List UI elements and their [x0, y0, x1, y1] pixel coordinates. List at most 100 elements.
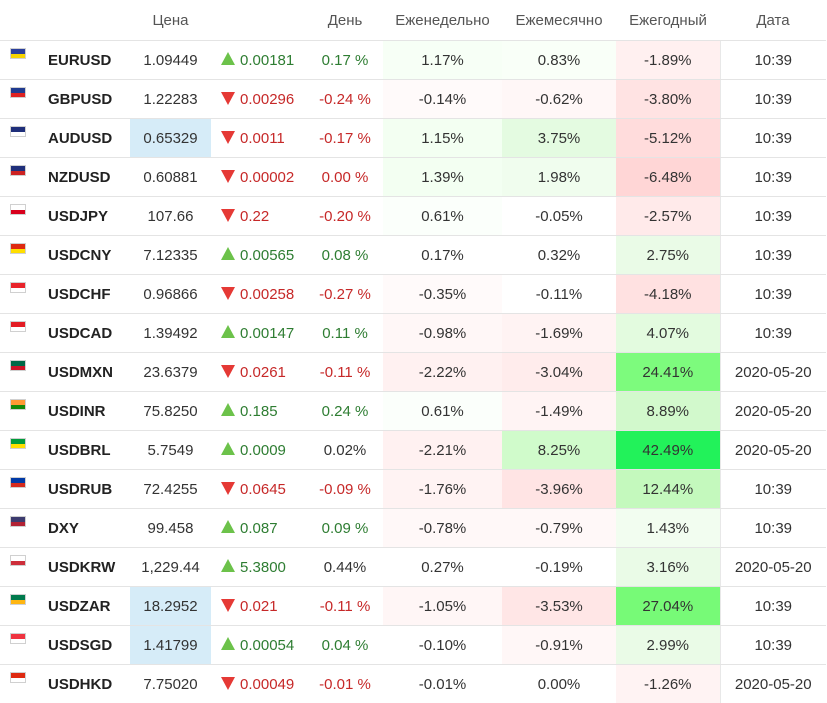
change-cell: 0.021: [211, 587, 307, 626]
symbol-link[interactable]: USDRUB: [39, 470, 130, 509]
cn-flag-icon: [10, 243, 26, 254]
change-cell: 5.3800: [211, 548, 307, 587]
change-value: 0.00147: [240, 325, 294, 342]
date-cell: 10:39: [720, 41, 826, 80]
day-change-cell: 0.08 %: [307, 236, 383, 275]
day-change-cell: -0.17 %: [307, 119, 383, 158]
arrow-down-icon: [221, 287, 235, 300]
weekly-cell: -0.01%: [383, 665, 502, 703]
arrow-down-icon: [221, 209, 235, 222]
change-value: 0.00049: [240, 676, 294, 693]
symbol-link[interactable]: EURUSD: [39, 41, 130, 80]
change-value: 0.021: [240, 598, 278, 615]
weekly-cell: 1.17%: [383, 41, 502, 80]
kr-flag-icon: [10, 555, 26, 566]
header-monthly[interactable]: Ежемесячно: [502, 0, 616, 41]
symbol-link[interactable]: DXY: [39, 509, 130, 548]
flag-cell: [0, 275, 39, 314]
symbol-link[interactable]: USDCHF: [39, 275, 130, 314]
price-cell: 0.96866: [130, 275, 211, 314]
symbol-link[interactable]: AUDUSD: [39, 119, 130, 158]
weekly-cell: -2.22%: [383, 353, 502, 392]
header-price[interactable]: Цена: [130, 0, 211, 41]
weekly-cell: -0.14%: [383, 80, 502, 119]
change-cell: 0.22: [211, 197, 307, 236]
symbol-link[interactable]: GBPUSD: [39, 80, 130, 119]
hk-flag-icon: [10, 672, 26, 683]
header-day[interactable]: День: [307, 0, 383, 41]
monthly-cell: 1.98%: [502, 158, 616, 197]
weekly-cell: 0.17%: [383, 236, 502, 275]
symbol-link[interactable]: USDCAD: [39, 314, 130, 353]
price-cell: 1.22283: [130, 80, 211, 119]
ru-flag-icon: [10, 477, 26, 488]
symbol-link[interactable]: USDKRW: [39, 548, 130, 587]
monthly-cell: -3.04%: [502, 353, 616, 392]
symbol-link[interactable]: USDCNY: [39, 236, 130, 275]
monthly-cell: -0.05%: [502, 197, 616, 236]
weekly-cell: 0.61%: [383, 197, 502, 236]
change-value: 0.00565: [240, 247, 294, 264]
price-cell: 72.4255: [130, 470, 211, 509]
yearly-cell: -6.48%: [616, 158, 720, 197]
day-change-cell: 0.09 %: [307, 509, 383, 548]
flag-cell: [0, 587, 39, 626]
symbol-link[interactable]: USDMXN: [39, 353, 130, 392]
symbol-link[interactable]: USDBRL: [39, 431, 130, 470]
day-change-cell: -0.24 %: [307, 80, 383, 119]
mx-flag-icon: [10, 360, 26, 371]
arrow-down-icon: [221, 170, 235, 183]
price-cell: 107.66: [130, 197, 211, 236]
date-cell: 10:39: [720, 470, 826, 509]
price-cell: 1.09449: [130, 41, 211, 80]
arrow-up-icon: [221, 520, 235, 533]
yearly-cell: 2.75%: [616, 236, 720, 275]
arrow-down-icon: [221, 92, 235, 105]
weekly-cell: 0.61%: [383, 392, 502, 431]
jp-flag-icon: [10, 204, 26, 215]
change-cell: 0.0009: [211, 431, 307, 470]
symbol-link[interactable]: NZDUSD: [39, 158, 130, 197]
arrow-up-icon: [221, 52, 235, 65]
day-change-cell: 0.00 %: [307, 158, 383, 197]
monthly-cell: 3.75%: [502, 119, 616, 158]
symbol-link[interactable]: USDZAR: [39, 587, 130, 626]
price-cell: 75.8250: [130, 392, 211, 431]
price-cell: 0.60881: [130, 158, 211, 197]
symbol-link[interactable]: USDJPY: [39, 197, 130, 236]
symbol-link[interactable]: USDSGD: [39, 626, 130, 665]
change-value: 0.22: [240, 208, 269, 225]
day-change-cell: -0.11 %: [307, 587, 383, 626]
symbol-link[interactable]: USDINR: [39, 392, 130, 431]
price-cell: 7.12335: [130, 236, 211, 275]
monthly-cell: -1.69%: [502, 314, 616, 353]
flag-cell: [0, 314, 39, 353]
symbol-link[interactable]: USDHKD: [39, 665, 130, 703]
header-yearly[interactable]: Ежегодный: [616, 0, 720, 41]
date-cell: 2020-05-20: [720, 392, 826, 431]
header-date[interactable]: Дата: [720, 0, 826, 41]
sg-flag-icon: [10, 633, 26, 644]
price-cell: 18.2952: [130, 587, 211, 626]
flag-cell: [0, 119, 39, 158]
change-cell: 0.0645: [211, 470, 307, 509]
header-weekly[interactable]: Еженедельно: [383, 0, 502, 41]
